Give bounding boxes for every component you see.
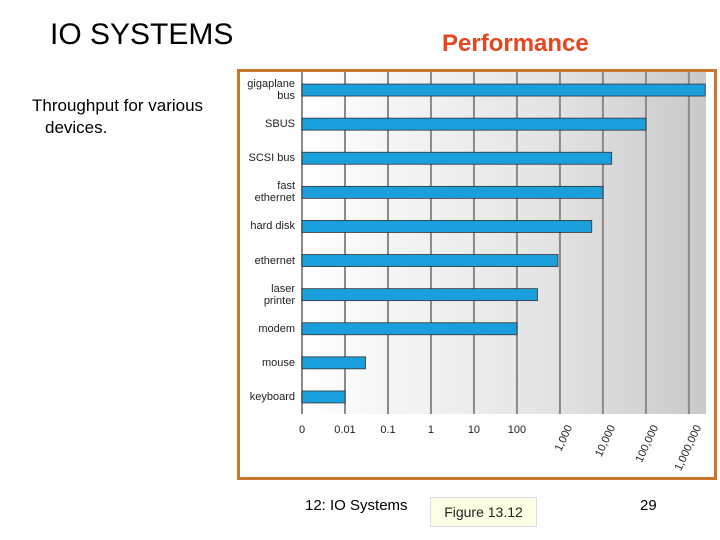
bar [301, 356, 366, 370]
category-label: gigaplane bus [247, 78, 295, 103]
slide-subtitle: Performance [442, 30, 589, 57]
bar [301, 83, 706, 97]
slide-note: Throughput for various devices. [32, 96, 204, 137]
figure-label: Figure 13.12 [430, 497, 537, 527]
bar [301, 185, 604, 199]
category-label: ethernet [254, 254, 295, 267]
category-label: fast ethernet [254, 180, 295, 205]
bar [301, 322, 518, 336]
x-tick-label: 100,000 [633, 423, 661, 464]
page-number: 29 [640, 497, 657, 514]
x-tick-label: 100 [508, 424, 526, 436]
category-label: mouse [261, 356, 295, 369]
bar [301, 390, 346, 404]
category-label: modem [258, 322, 295, 335]
x-tick-label: 0 [299, 424, 305, 436]
bar [301, 254, 559, 267]
x-tick-label: 0.01 [334, 424, 355, 436]
bar [301, 288, 538, 302]
x-tick-label: 1 [428, 424, 434, 436]
bar [301, 117, 647, 131]
category-label: SCSI bus [248, 152, 295, 165]
x-tick-label: 0.1 [380, 424, 395, 436]
footer-text: 12: IO Systems [305, 497, 408, 514]
bar [301, 220, 593, 233]
x-tick-label: 10,000 [593, 423, 618, 459]
category-label: SBUS [265, 118, 295, 131]
bar [301, 151, 613, 165]
x-tick-label: 1,000,000 [673, 423, 705, 472]
category-label: hard disk [250, 220, 295, 233]
x-tick-label: 10 [468, 424, 480, 436]
category-label: laser printer [263, 282, 295, 307]
x-tick-label: 1,000 [553, 423, 576, 453]
slide-title: IO SYSTEMS [50, 18, 234, 51]
category-label: keyboard [249, 390, 295, 403]
